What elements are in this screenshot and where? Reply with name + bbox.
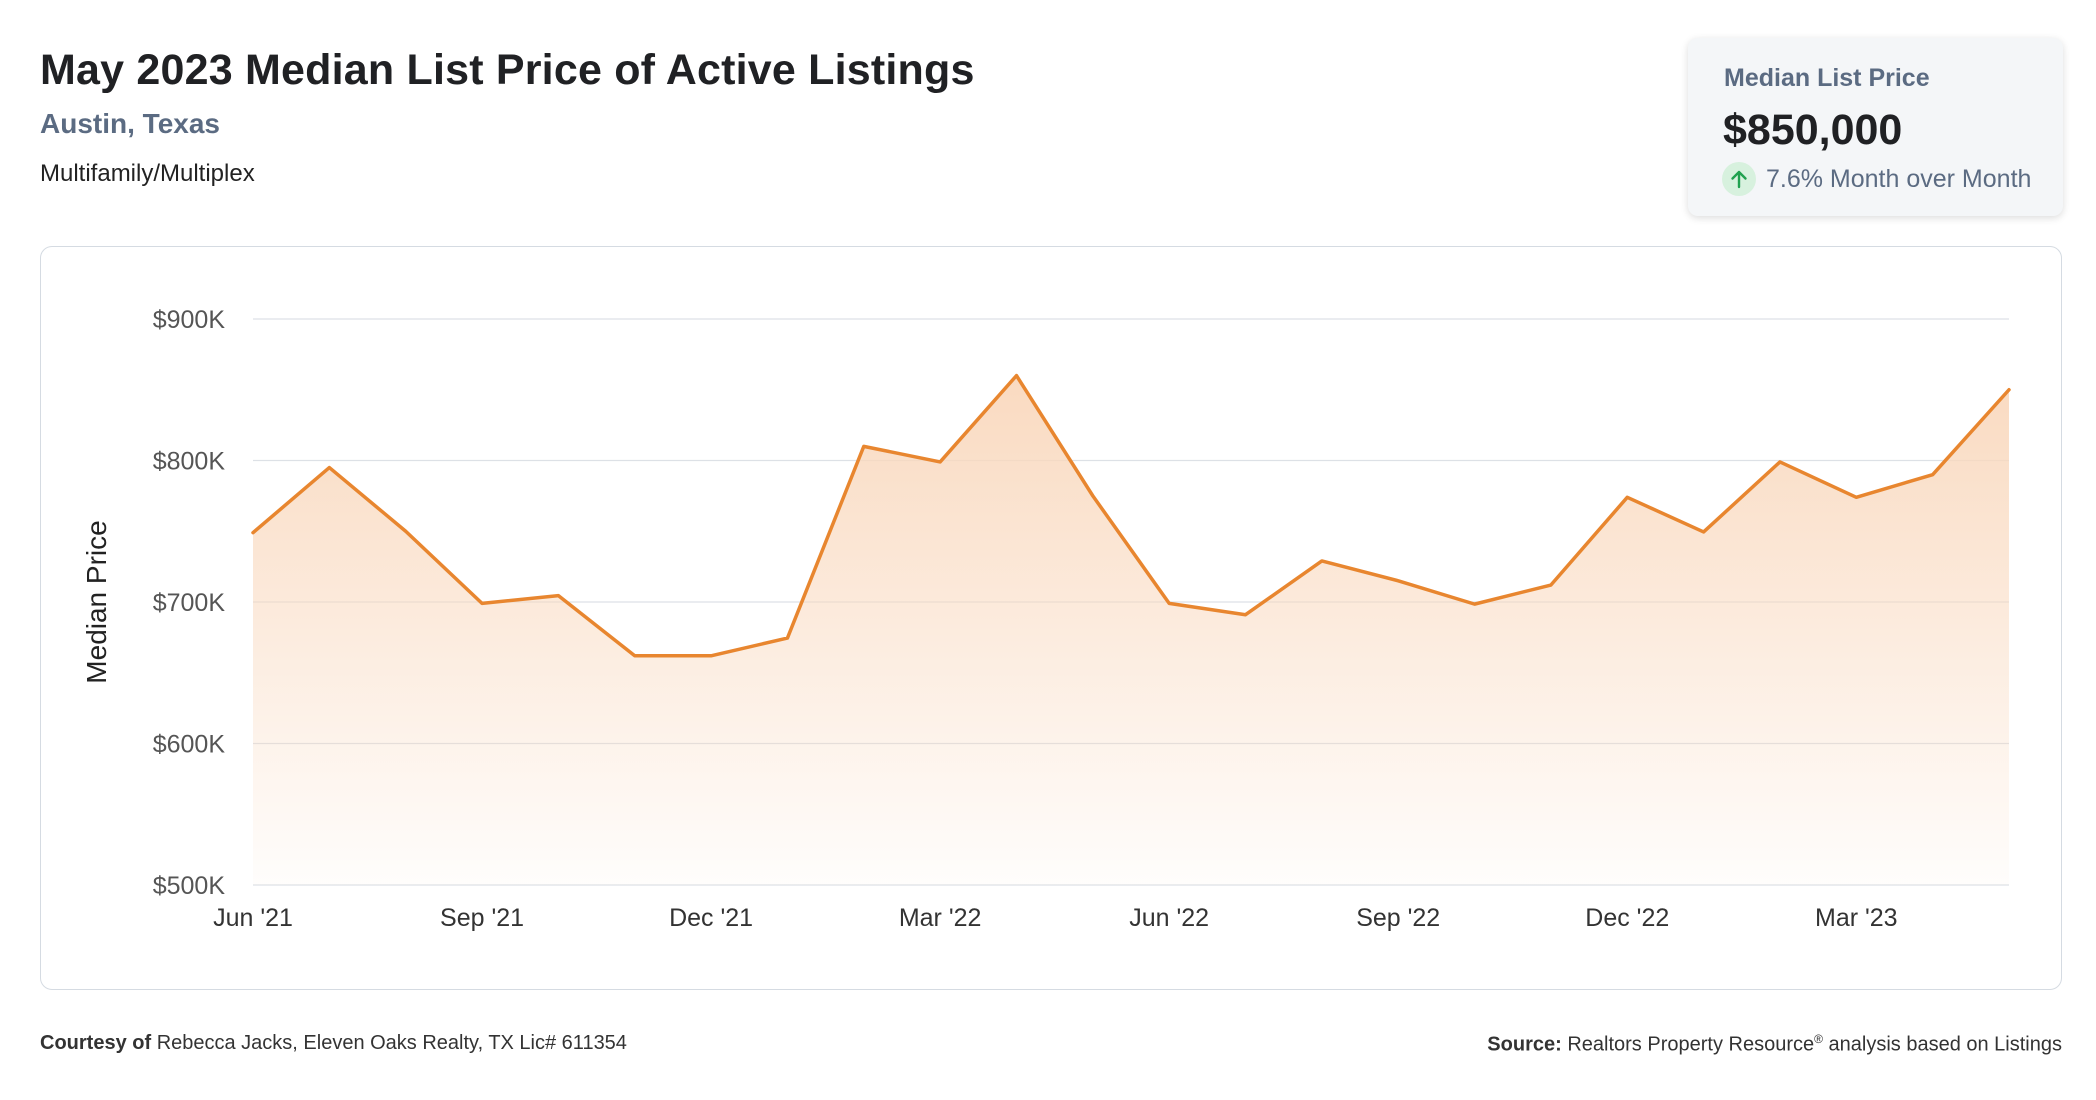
price-series-line	[251, 373, 2011, 658]
property-type-label: Multifamily/Multiplex	[40, 160, 255, 187]
y-tick-label: $700K	[153, 589, 226, 617]
registered-mark: ®	[1814, 1032, 1823, 1046]
median-price-line-chart: $900K $800K $700K $600K $500K Median Price Jun…	[81, 306, 2011, 932]
location-subtitle: Austin, Texas	[40, 108, 220, 139]
kpi-change-text: 7.6% Month over Month	[1766, 164, 2032, 193]
arrow-up-icon	[1722, 162, 1756, 196]
courtesy-text: Rebecca Jacks, Eleven Oaks Realty, TX Li…	[156, 1032, 627, 1054]
x-tick-label: Jun '22	[1129, 904, 1209, 932]
source-text: Realtors Property Resource	[1567, 1033, 1815, 1056]
x-tick-label: Mar '23	[1815, 904, 1898, 932]
courtesy-footer: Courtesy of Rebecca Jacks, Eleven Oaks R…	[40, 1032, 627, 1055]
y-tick-label: $800K	[153, 448, 226, 476]
y-tick-label: $900K	[153, 306, 226, 334]
y-tick-label: $600K	[153, 731, 226, 759]
x-tick-label: Dec '22	[1585, 904, 1669, 932]
kpi-change: 7.6% Month over Month	[1722, 162, 2031, 196]
chart-panel: $900K $800K $700K $600K $500K Median Price Jun…	[40, 246, 2062, 990]
x-tick-label: Sep '22	[1356, 904, 1440, 932]
x-tick-label: Dec '21	[669, 904, 753, 932]
y-tick-label: $500K	[153, 872, 226, 900]
source-suffix: analysis based on Listings	[1828, 1033, 2062, 1056]
y-axis-title: Median Price	[81, 520, 112, 683]
x-tick-label: Sep '21	[440, 904, 524, 932]
kpi-label: Median List Price	[1724, 64, 1930, 92]
source-label: Source:	[1487, 1033, 1562, 1056]
median-price-card: Median List Price $850,000 7.6% Month ov…	[1688, 38, 2063, 216]
kpi-value: $850,000	[1723, 106, 1903, 154]
source-footer: Source: Realtors Property Resource® anal…	[1487, 1032, 2062, 1057]
courtesy-label: Courtesy of	[40, 1032, 152, 1054]
page-title: May 2023 Median List Price of Active Lis…	[40, 46, 975, 94]
x-tick-label: Jun '21	[213, 904, 293, 932]
price-area-fill	[253, 375, 2009, 885]
x-tick-label: Mar '22	[899, 904, 982, 932]
